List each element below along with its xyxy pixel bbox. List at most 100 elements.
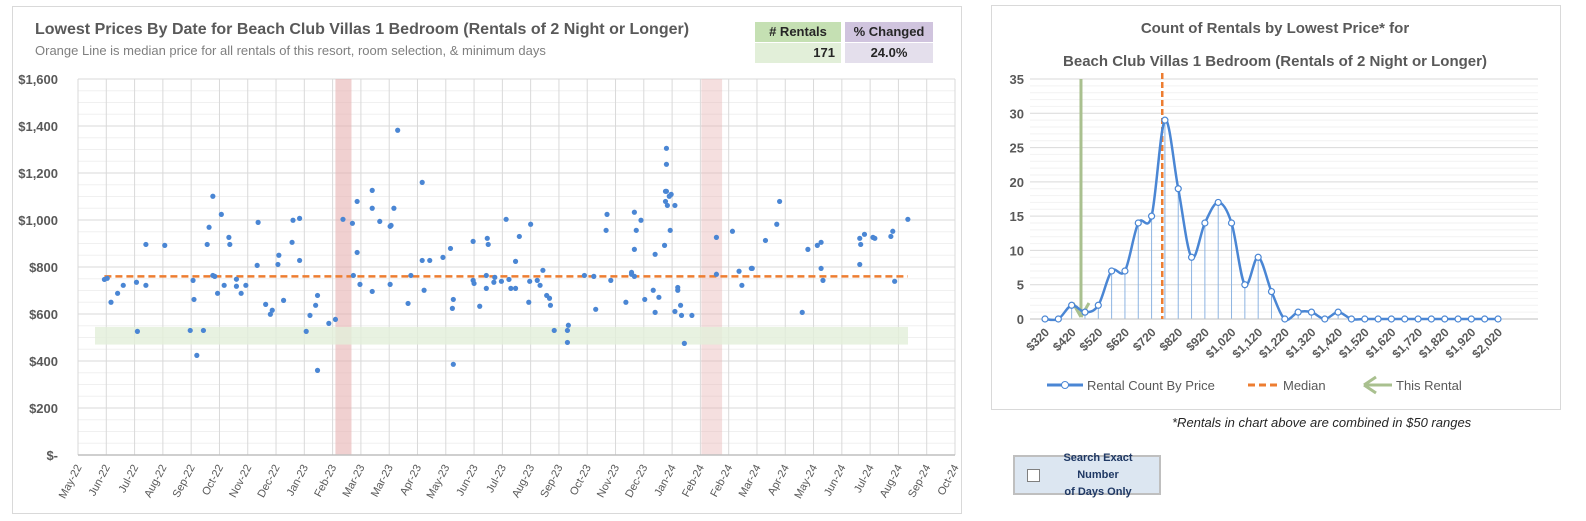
data-point (1374, 315, 1382, 323)
y-tick-label: 35 (1010, 72, 1024, 87)
data-point (604, 211, 610, 217)
data-point (551, 327, 557, 334)
checkbox-icon[interactable] (1027, 468, 1040, 482)
data-point (314, 367, 321, 373)
data-point (391, 205, 397, 211)
data-point (419, 257, 425, 264)
data-point (675, 287, 681, 293)
data-point (485, 241, 491, 248)
data-point (498, 278, 505, 284)
data-point (1347, 315, 1356, 323)
data-point (471, 280, 477, 287)
data-point (652, 309, 658, 315)
data-point (200, 327, 207, 334)
data-point (777, 198, 783, 205)
checkbox-label-line2: of Days Only (1064, 485, 1132, 498)
y-tick-label: $- (46, 448, 58, 463)
data-point (214, 290, 221, 296)
data-point (1147, 212, 1156, 220)
data-point (814, 242, 820, 248)
data-point (528, 221, 534, 227)
data-point (713, 271, 720, 277)
data-point (892, 278, 898, 284)
data-point (419, 179, 425, 185)
data-point (1081, 308, 1089, 316)
data-point (218, 211, 224, 217)
data-point (340, 216, 346, 222)
data-point (387, 281, 393, 287)
data-point (1294, 308, 1302, 316)
y-tick-label: $400 (29, 354, 58, 369)
data-point (1361, 315, 1369, 323)
data-point (1134, 219, 1142, 227)
data-point (405, 300, 411, 307)
data-point (377, 218, 383, 225)
data-point (656, 294, 662, 300)
data-point (1254, 253, 1262, 261)
data-point (546, 295, 553, 301)
data-point (668, 191, 674, 197)
left-chart-title: Lowest Prices By Date for Beach Club Vil… (35, 21, 690, 38)
this-rental-price-band (95, 326, 908, 345)
data-point (440, 254, 446, 260)
data-point (1201, 219, 1209, 227)
data-point (1108, 267, 1116, 275)
data-point (1161, 116, 1169, 124)
data-point (729, 228, 736, 234)
data-point (1187, 253, 1196, 261)
data-point (506, 276, 512, 283)
data-point (314, 292, 321, 299)
data-point (307, 312, 313, 319)
data-point (162, 242, 168, 248)
data-point (678, 312, 685, 319)
y-tick-label: $1,400 (18, 119, 58, 134)
data-point (1214, 198, 1222, 207)
data-point (623, 299, 629, 305)
y-tick-label: 20 (1010, 175, 1024, 190)
data-point (332, 316, 339, 323)
data-point (890, 228, 896, 234)
data-point (1401, 315, 1409, 323)
data-point (681, 340, 687, 346)
data-point (667, 227, 673, 233)
data-point (1068, 301, 1076, 309)
data-point (774, 221, 780, 227)
data-point (204, 241, 210, 248)
data-point (512, 285, 519, 291)
data-point (450, 361, 456, 367)
data-point (689, 312, 695, 319)
y-tick-label: $1,600 (18, 72, 58, 87)
exact-days-checkbox[interactable]: Search Exact Number of Days Only (1013, 451, 1161, 498)
x-tick-label: $420 (1050, 325, 1079, 354)
data-point (672, 202, 678, 209)
checkbox-label-line1: Search Exact Number (1063, 451, 1133, 481)
data-point (565, 322, 571, 328)
data-point (540, 267, 546, 273)
data-point (243, 282, 249, 288)
data-point (427, 257, 433, 264)
data-point (1281, 315, 1289, 323)
data-point (591, 273, 597, 279)
rentals-count-value: 171 (755, 43, 841, 63)
data-point (564, 339, 571, 346)
data-point (447, 245, 454, 252)
data-point (861, 231, 868, 237)
data-point (227, 241, 233, 248)
data-point (492, 274, 498, 280)
data-point (388, 222, 394, 229)
data-point (857, 261, 863, 268)
y-tick-label: $800 (29, 260, 58, 275)
data-point (537, 282, 543, 288)
y-tick-label: 30 (1010, 106, 1024, 121)
y-tick-label: 25 (1010, 141, 1024, 156)
rental-count-chart-panel (991, 5, 1561, 410)
data-point (1334, 308, 1342, 316)
percent-changed-label: % Changed (845, 22, 933, 42)
data-point (115, 290, 121, 296)
price-scatter-plot: May-22 Jun-22 Jul-22 Aug-22 Sep-22 Oct-22 Nov-… (18, 72, 961, 501)
data-point (631, 246, 637, 252)
data-point (276, 252, 282, 258)
data-point (357, 281, 363, 287)
y-tick-label: $1,200 (18, 166, 58, 181)
